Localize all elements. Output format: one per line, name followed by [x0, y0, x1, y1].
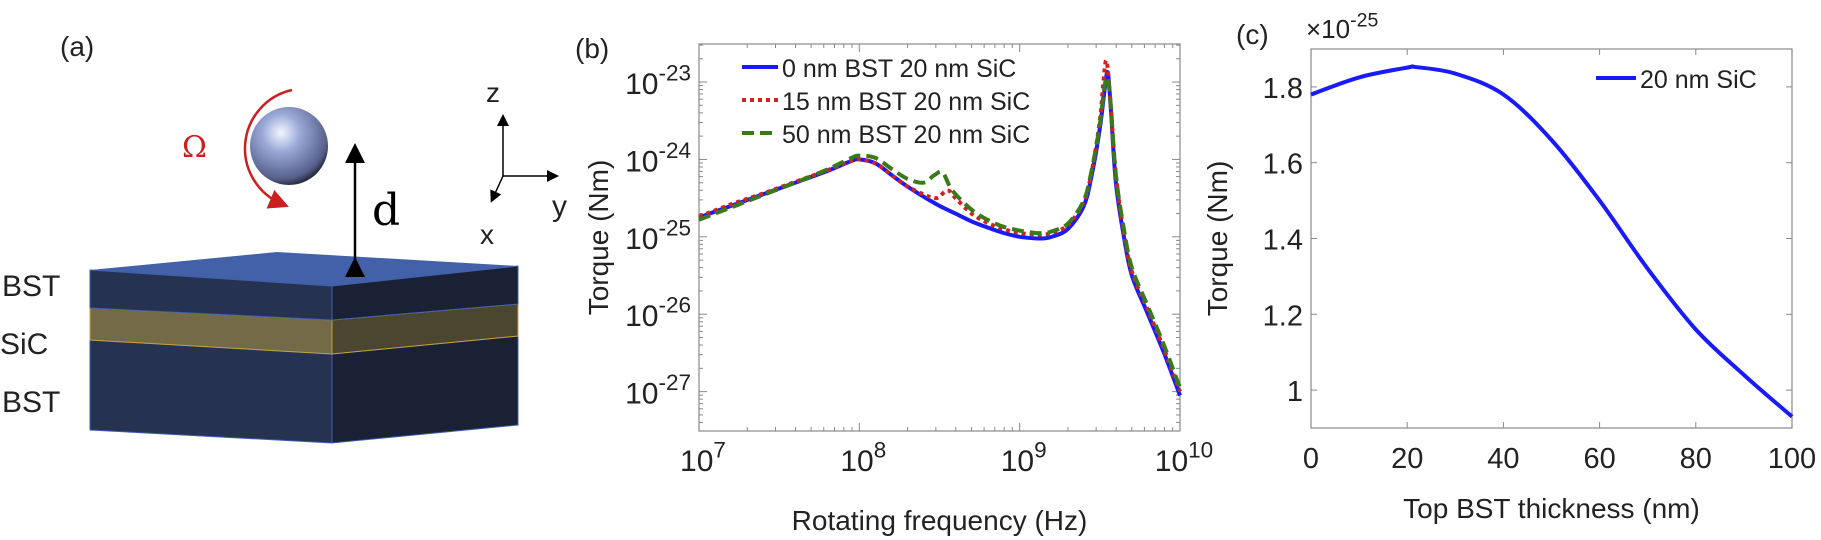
y-tick-label-c: 1.6	[1263, 149, 1303, 181]
y-tick-label-c: 1.4	[1263, 225, 1303, 257]
y-tick-label-b: 10-26	[625, 293, 691, 334]
rotation-arrow-icon	[243, 88, 293, 209]
panel-a-diagram: (a) BST SiC BST Ω d z y x	[0, 31, 567, 444]
layer-label-bst-top: BST	[2, 270, 60, 303]
legend-label-c: 20 nm SiC	[1640, 66, 1757, 94]
sphere	[250, 107, 328, 185]
plot-area-c	[1310, 48, 1793, 429]
y-tick-label-c: 1.8	[1263, 73, 1303, 105]
layer-label-bst-bottom: BST	[2, 386, 60, 419]
x-tick-label-b: 108	[840, 438, 886, 479]
axis-x-label: x	[480, 219, 494, 250]
series-line-3	[698, 74, 1182, 389]
axis-y-label: y	[552, 190, 567, 223]
chart-b: (b) 107 108 109 1010 10-27 10-26 10-25 10-24 10-2…	[575, 33, 1213, 536]
y-tick-label-b: 10-25	[625, 215, 691, 256]
coordinate-axes-icon	[490, 114, 559, 203]
chart-c: (c) ×10-25 0 20 40 60 80 100 1 1.2 1.4 1.6 1.8 Top BS…	[1202, 9, 1816, 524]
x-tick-label-c: 100	[1768, 443, 1816, 475]
x-tick-label-b: 107	[680, 438, 726, 479]
legend-label-1: 0 nm BST 20 nm SiC	[782, 55, 1016, 83]
y-axis-label-c: Torque (Nm)	[1202, 161, 1233, 317]
series-line-c-1	[1310, 64, 1794, 419]
x-tick-label-c: 80	[1680, 443, 1712, 475]
distance-label: d	[372, 185, 400, 236]
x-tick-label-c: 60	[1583, 443, 1615, 475]
panel-a-label: (a)	[60, 31, 94, 62]
x-axis-label-c: Top BST thickness (nm)	[1403, 493, 1700, 524]
x-tick-label-b: 109	[1001, 438, 1047, 479]
x-axis-label-b: Rotating frequency (Hz)	[792, 505, 1088, 536]
top-face	[90, 252, 518, 286]
y-tick-label-b: 10-27	[625, 370, 691, 411]
layer-label-sic: SiC	[0, 328, 48, 361]
x-tick-label-c: 40	[1487, 443, 1519, 475]
omega-label: Ω	[182, 130, 207, 165]
y-tick-label-b: 10-23	[625, 61, 691, 102]
panel-c-label: (c)	[1236, 19, 1269, 50]
bst-bottom-front-face	[89, 339, 333, 444]
y-tick-label-c: 1.2	[1263, 300, 1303, 332]
x-tick-label-c: 0	[1303, 443, 1319, 475]
bst-bottom-side-face	[331, 335, 519, 444]
y-tick-label-b: 10-24	[625, 138, 691, 179]
panel-b-label: (b)	[575, 33, 609, 64]
axis-z-label: z	[486, 77, 500, 108]
y-tick-label-c: 1	[1287, 376, 1303, 408]
x-tick-label-c: 20	[1391, 443, 1423, 475]
y-multiplier-c: ×10-25	[1306, 9, 1378, 44]
x-tick-label-b: 1010	[1155, 438, 1213, 479]
legend-label-2: 15 nm BST 20 nm SiC	[782, 88, 1030, 116]
legend-label-3: 50 nm BST 20 nm SiC	[782, 121, 1030, 149]
y-axis-label-b: Torque (Nm)	[583, 160, 614, 316]
